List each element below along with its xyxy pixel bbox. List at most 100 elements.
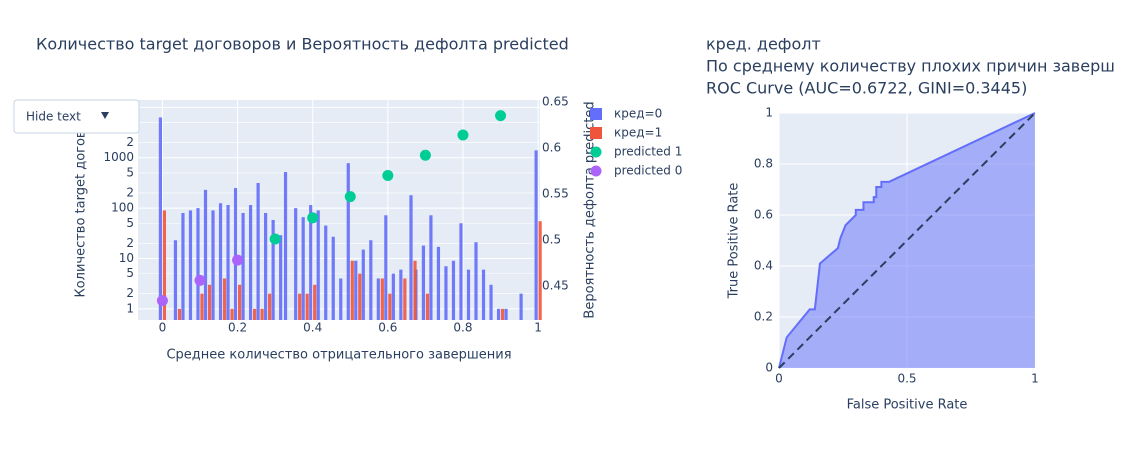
bar — [324, 225, 328, 320]
bar — [451, 260, 456, 320]
y-tick-label: 1000 — [103, 150, 134, 164]
x-tick-label: 0.6 — [378, 321, 397, 335]
bar — [173, 240, 178, 320]
bar — [252, 308, 257, 320]
bar — [248, 205, 253, 320]
marker — [457, 129, 469, 141]
bar — [226, 205, 230, 320]
chart-title: кред. дефолт — [706, 35, 821, 54]
bar — [162, 210, 167, 320]
y-tick-label: 2 — [126, 236, 134, 250]
bar — [369, 240, 373, 320]
bar — [188, 210, 193, 320]
x-tick-label: 0.4 — [303, 321, 322, 335]
bar — [200, 293, 204, 320]
bar — [391, 273, 395, 320]
chart-title: По среднему количеству плохих причин зав… — [706, 57, 1115, 76]
bar — [313, 284, 317, 320]
bar — [218, 203, 223, 320]
roc-line — [778, 112, 1036, 369]
bar — [358, 273, 362, 320]
bar — [268, 293, 272, 320]
legend-label: predicted 1 — [614, 145, 682, 159]
marker — [344, 191, 356, 203]
legend-label: predicted 0 — [614, 164, 682, 178]
x-tick-label: 0.5 — [897, 372, 916, 386]
y-tick-label: 2 — [126, 135, 134, 149]
y2-tick-label: 0.65 — [542, 94, 569, 108]
bar — [298, 293, 302, 320]
marker — [156, 295, 168, 307]
marker — [269, 233, 281, 245]
legend-label: кред=1 — [614, 126, 662, 140]
y-tick-label: 0.4 — [754, 259, 773, 273]
legend-swatch — [590, 127, 602, 139]
y-tick-label: 0.6 — [754, 208, 773, 222]
x-tick-label: 0 — [159, 321, 167, 335]
bar — [203, 189, 208, 320]
y-tick-label: 10 — [119, 251, 134, 265]
bar — [316, 210, 320, 320]
y-axis-title: Количество target догово — [74, 122, 89, 297]
marker — [419, 149, 431, 161]
bar — [413, 260, 417, 320]
dropdown-label[interactable]: Hide text — [26, 110, 81, 124]
y-tick-label: 0.2 — [754, 310, 773, 324]
bar — [421, 245, 426, 320]
menu[interactable]: Hide text — [13, 99, 140, 134]
bar — [283, 172, 288, 320]
bar — [399, 269, 403, 320]
y-tick-label: 0 — [765, 361, 773, 375]
bar — [346, 163, 350, 320]
bar — [211, 210, 215, 320]
y2-tick-label: 0.45 — [542, 278, 569, 292]
bar — [459, 223, 463, 320]
bar — [331, 236, 335, 320]
bar — [196, 208, 200, 320]
y2-tick-label: 0.6 — [542, 140, 561, 154]
bar — [466, 269, 471, 320]
bar — [181, 212, 185, 320]
chart-title: ROC Curve (AUC=0.6722, GINI=0.3445) — [706, 79, 1027, 98]
legend-swatch — [590, 108, 602, 120]
y-tick-label: 1 — [126, 301, 134, 315]
y-tick-label: 2 — [126, 185, 134, 199]
bar — [534, 150, 538, 320]
bar — [264, 212, 268, 320]
bar — [429, 215, 433, 320]
bar — [339, 278, 343, 320]
x-tick-label: 0 — [775, 372, 783, 386]
y-tick-label: 0.8 — [754, 157, 773, 171]
bar — [222, 278, 227, 320]
x-tick-label: 0.2 — [228, 321, 247, 335]
bar — [305, 293, 309, 320]
bar — [388, 293, 392, 320]
bar — [500, 308, 505, 320]
y-tick-label: 5 — [126, 266, 134, 280]
y-tick-label: 5 — [126, 216, 134, 230]
y-tick-label: 2 — [126, 286, 134, 300]
bar — [489, 284, 493, 320]
bar — [294, 208, 298, 320]
y-tick-label: 5 — [126, 165, 134, 179]
bar — [309, 205, 313, 320]
bar — [158, 117, 163, 320]
bar — [354, 260, 358, 320]
bar — [350, 260, 354, 320]
bar — [233, 188, 238, 320]
legend-label: кред=0 — [614, 107, 662, 121]
bar — [361, 249, 365, 320]
bar — [496, 308, 501, 320]
bar — [230, 308, 234, 320]
legend-swatch — [590, 165, 602, 177]
legend-swatch — [590, 146, 602, 158]
y-tick-label: 100 — [111, 201, 134, 215]
bar — [384, 215, 388, 320]
marker — [307, 212, 319, 224]
bar — [409, 195, 413, 320]
bar — [504, 308, 508, 320]
bar — [425, 293, 430, 320]
marker — [495, 110, 507, 122]
dropdown-button[interactable] — [13, 99, 140, 134]
